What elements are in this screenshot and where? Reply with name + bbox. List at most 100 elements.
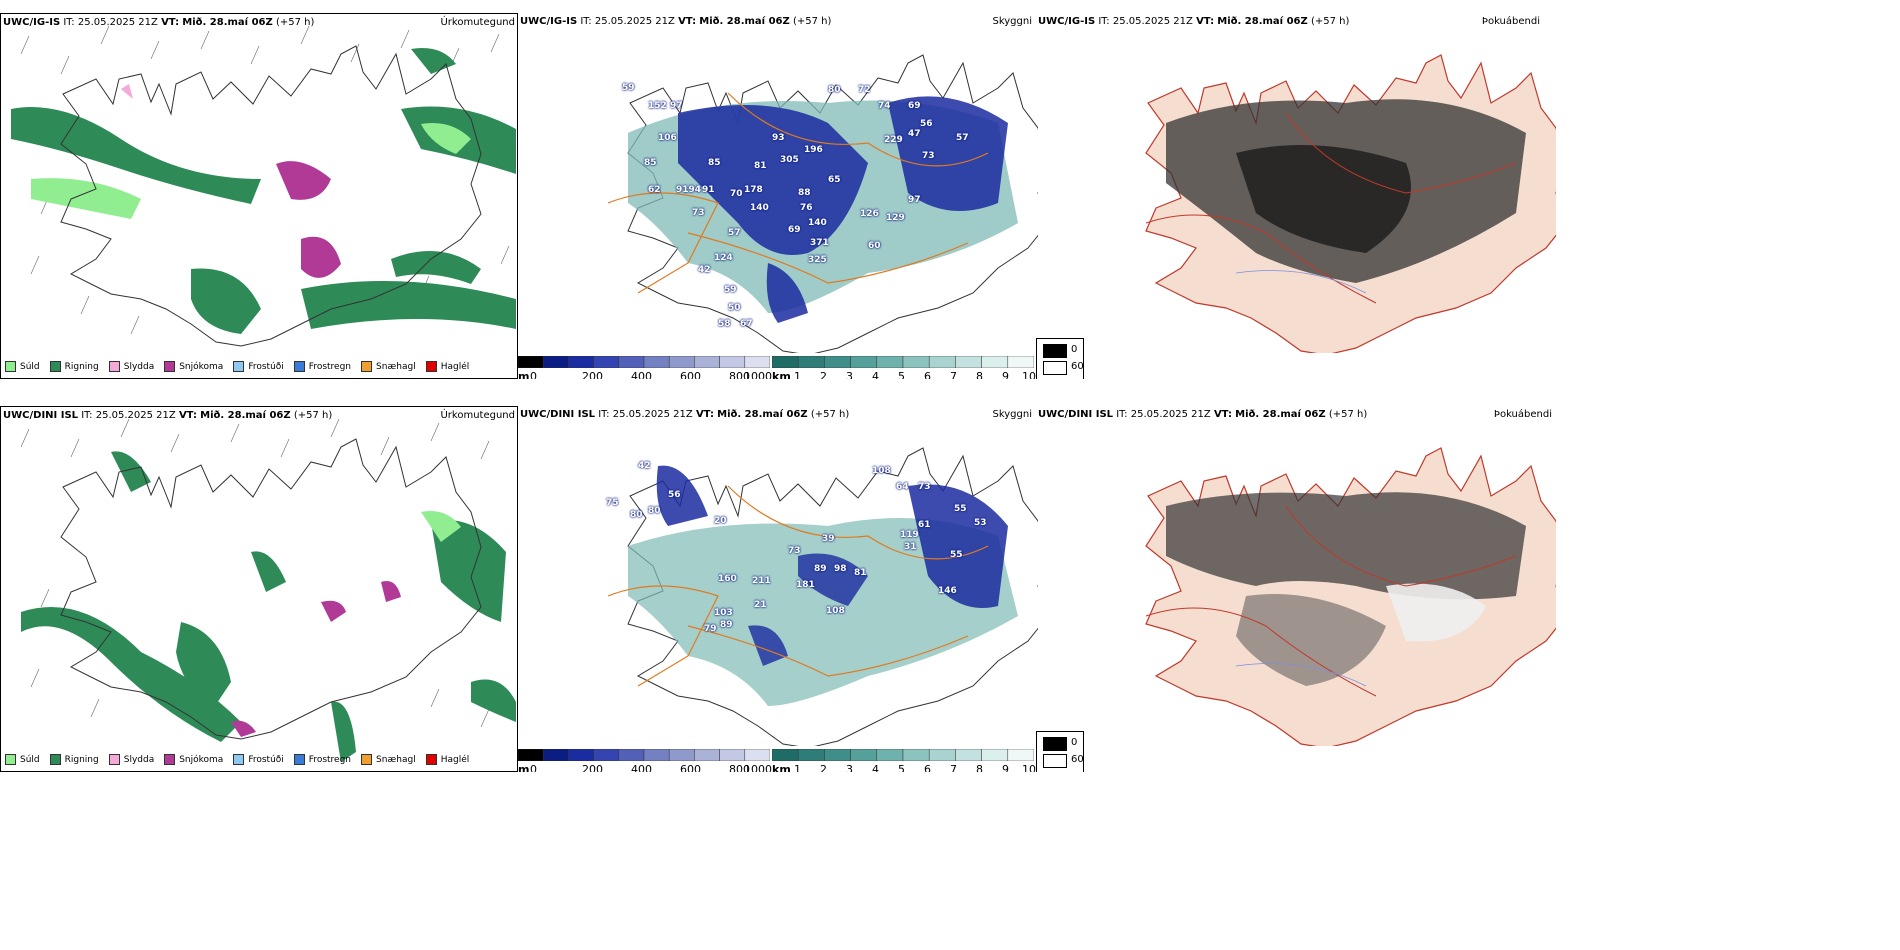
map-label: 57: [728, 228, 741, 238]
precip-map-canvas: [11, 25, 516, 347]
fog-legend: 0 60: [1036, 731, 1084, 772]
legend-item: Haglél: [425, 754, 469, 765]
field-name: Úrkomutegund: [440, 410, 515, 421]
fog-map-row2: UWC/DINI ISL IT: 25.05.2025 21Z VT: Mið.…: [1036, 406, 1556, 772]
colorbar-segment: [824, 355, 851, 369]
legend-item: Slydda: [108, 361, 154, 372]
colorbar-segment: [824, 748, 851, 762]
cloud-map-canvas: [607, 54, 1038, 353]
colorbar-segment: [618, 748, 645, 762]
colorbar-segment: [981, 748, 1009, 762]
legend-item: Snjókoma: [164, 361, 223, 372]
map-label: 371: [810, 238, 829, 248]
map-label: 73: [918, 482, 931, 492]
map-label: 70: [730, 189, 743, 199]
cloud-map-row1: UWC/IG-IS IT: 25.05.2025 21Z VT: Mið. 28…: [518, 13, 1038, 379]
map-label: 196: [804, 145, 823, 155]
colorbar-segment: [518, 748, 544, 762]
legend-item: Snæhagl: [361, 361, 416, 372]
visibility-tick: 8: [976, 763, 983, 772]
cloudbase-tick: 600: [680, 370, 701, 379]
colorbar-segment: [902, 355, 930, 369]
map-label: 69: [908, 101, 921, 111]
map-label: 93: [772, 133, 785, 143]
colorbar-segment: [593, 355, 620, 369]
colorbar-segment: [981, 355, 1009, 369]
map-label: 81: [854, 568, 867, 578]
map-label: 146: [938, 586, 957, 596]
colorbar-segment: [643, 355, 670, 369]
map-label: 67: [740, 319, 753, 329]
legend-item: Frostregn: [293, 361, 351, 372]
fog-legend: 0 60: [1036, 338, 1084, 379]
colorbar-segment: [593, 748, 620, 762]
panel-header: UWC/IG-IS IT: 25.05.2025 21Z VT: Mið. 28…: [3, 17, 315, 28]
map-label: 88: [798, 188, 811, 198]
map-label: 160: [718, 574, 737, 584]
colorbar-segment: [902, 748, 930, 762]
fog-legend-label: 60: [1071, 754, 1084, 765]
cloudbase-tick: 400: [631, 370, 652, 379]
map-label: 56: [920, 119, 933, 129]
colorbar-segment: [850, 355, 878, 369]
precip-legend: Súld Rigning Slydda Snjókoma Frostúði Fr…: [5, 754, 469, 765]
map-label: 140: [808, 218, 827, 228]
map-label: 97: [908, 195, 921, 205]
map-label: 64: [896, 482, 909, 492]
colorbar-segment: [955, 355, 982, 369]
map-label: 21: [754, 600, 767, 610]
colorbar-segment: [771, 355, 799, 369]
colorbar-segment: [719, 355, 746, 369]
colorbar-segment: [719, 748, 746, 762]
visibility-tick: 9: [1002, 370, 1009, 379]
colorbar-segment: [797, 748, 825, 762]
map-label: 60: [868, 241, 881, 251]
map-label: 85: [644, 158, 657, 168]
field-name: Skyggni: [992, 409, 1032, 420]
map-label: 124: [714, 253, 733, 263]
map-label: 152: [648, 101, 667, 111]
map-label: 108: [872, 466, 891, 476]
cloudbase-tick: 200: [582, 763, 603, 772]
panel-header: UWC/DINI ISL IT: 25.05.2025 21Z VT: Mið.…: [1038, 409, 1368, 420]
cloudbase-tick: 0: [530, 370, 537, 379]
colorbar-segment: [876, 748, 904, 762]
visibility-tick: 2: [820, 763, 827, 772]
colorbar-segment: [1007, 748, 1035, 762]
visibility-tick: 6: [924, 370, 931, 379]
cloudbase-tick: 0: [530, 763, 537, 772]
fog-map-canvas: [1145, 447, 1556, 746]
map-label: 20: [714, 516, 727, 526]
legend-item: Frostúði: [233, 361, 284, 372]
legend-item: Súld: [5, 754, 40, 765]
fog-legend-label: 0: [1071, 737, 1078, 748]
legend-item: Súld: [5, 361, 40, 372]
field-name: Skyggni: [992, 16, 1032, 27]
map-label: 74: [878, 101, 891, 111]
colorbar-segment: [876, 355, 904, 369]
map-label: 181: [796, 580, 815, 590]
cloudbase-tick: 200: [582, 370, 603, 379]
cloudbase-tick: 800: [729, 763, 750, 772]
fog-legend-swatch: [1043, 754, 1067, 768]
cloud-map-canvas: [607, 447, 1038, 746]
map-label: 42: [698, 265, 711, 275]
fog-map-canvas: [1145, 54, 1556, 353]
precip-map-canvas: [20, 418, 516, 762]
map-label: 98: [834, 564, 847, 574]
colorbar-segment: [518, 355, 544, 369]
legend-item: Slydda: [108, 754, 154, 765]
map-label: 305: [780, 155, 799, 165]
panel-header: UWC/DINI ISL IT: 25.05.2025 21Z VT: Mið.…: [3, 410, 333, 421]
map-label: 108: [826, 606, 845, 616]
visibility-colorbar-strip: [771, 355, 1035, 369]
map-label: 59: [724, 285, 737, 295]
cloudbase-tick: 1000: [744, 370, 772, 379]
colorbar-segment: [568, 748, 594, 762]
visibility-colorbar: km 1 2 3 4 5 6 7 8 9 10: [771, 355, 1038, 379]
map-label: 47: [908, 129, 921, 139]
colorbar-segment: [694, 355, 720, 369]
colorbar-segment: [744, 355, 771, 369]
map-label: 97: [670, 101, 683, 111]
visibility-unit: km: [772, 763, 791, 772]
